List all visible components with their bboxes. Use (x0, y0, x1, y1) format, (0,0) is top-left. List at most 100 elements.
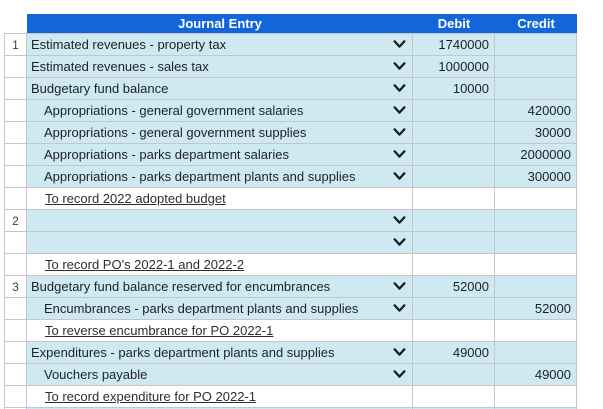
account-select[interactable]: Appropriations - parks department salari… (27, 144, 413, 166)
account-select[interactable]: Appropriations - general government supp… (27, 122, 413, 144)
memo-text: To record expenditure for PO 2022-1 (45, 389, 257, 404)
credit-cell-empty[interactable] (495, 320, 577, 342)
row-number (4, 144, 27, 166)
chevron-down-icon[interactable] (393, 106, 406, 115)
debit-cell-empty[interactable] (413, 188, 495, 210)
chevron-down-icon[interactable] (393, 282, 406, 291)
account-label: Estimated revenues - property tax (31, 37, 227, 52)
credit-input[interactable]: 2000000 (495, 144, 577, 166)
row-number (4, 122, 27, 144)
memo-cell: To record PO's 2022-1 and 2022-2 (27, 254, 413, 276)
table-header-row: Journal Entry Debit Credit (4, 14, 577, 33)
row-number: 2 (4, 210, 27, 232)
debit-cell-empty[interactable] (413, 320, 495, 342)
journal-row: Estimated revenues - sales tax 1000000 (4, 56, 577, 78)
account-label: Appropriations - general government sala… (44, 103, 304, 118)
debit-cell-empty[interactable] (413, 254, 495, 276)
account-select[interactable]: Estimated revenues - sales tax (27, 56, 413, 78)
account-select[interactable]: Appropriations - parks department plants… (27, 166, 413, 188)
debit-input[interactable]: 1740000 (413, 34, 495, 56)
row-number (4, 166, 27, 188)
debit-input[interactable] (413, 210, 495, 232)
account-label: Vouchers payable (44, 367, 148, 382)
chevron-down-icon[interactable] (393, 348, 406, 357)
debit-input[interactable] (413, 144, 495, 166)
credit-input[interactable]: 30000 (495, 122, 577, 144)
account-select[interactable]: Expenditures - parks department plants a… (27, 342, 413, 364)
account-label: Appropriations - parks department plants… (44, 169, 356, 184)
debit-input[interactable]: 52000 (413, 276, 495, 298)
row-number (4, 254, 27, 276)
chevron-down-icon[interactable] (393, 370, 406, 379)
journal-row: 2 (4, 210, 577, 232)
row-number: 3 (4, 276, 27, 298)
credit-input[interactable] (495, 342, 577, 364)
credit-input[interactable] (495, 56, 577, 78)
account-label: Encumbrances - parks department plants a… (44, 301, 359, 316)
journal-row: Appropriations - parks department salari… (4, 144, 577, 166)
debit-input[interactable] (413, 100, 495, 122)
chevron-down-icon[interactable] (393, 238, 406, 247)
account-select[interactable] (27, 232, 413, 254)
memo-cell: To record expenditure for PO 2022-1 (27, 386, 413, 408)
memo-row: To record 2022 adopted budget (4, 188, 577, 210)
chevron-down-icon[interactable] (393, 216, 406, 225)
journal-entry-table: Journal Entry Debit Credit 1 Estimated r… (4, 14, 577, 409)
row-number (4, 56, 27, 78)
row-number: 1 (4, 34, 27, 56)
credit-cell-empty[interactable] (495, 188, 577, 210)
account-select[interactable]: Appropriations - general government sala… (27, 100, 413, 122)
chevron-down-icon[interactable] (393, 84, 406, 93)
chevron-down-icon[interactable] (393, 40, 406, 49)
account-select[interactable]: Budgetary fund balance (27, 78, 413, 100)
row-number (4, 188, 27, 210)
row-number (4, 298, 27, 320)
row-number (4, 100, 27, 122)
credit-input[interactable] (495, 232, 577, 254)
debit-input[interactable] (413, 122, 495, 144)
chevron-down-icon[interactable] (393, 62, 406, 71)
credit-input[interactable]: 52000 (495, 298, 577, 320)
memo-row: To record PO's 2022-1 and 2022-2 (4, 254, 577, 276)
debit-input[interactable] (413, 298, 495, 320)
row-number (4, 342, 27, 364)
credit-input[interactable] (495, 210, 577, 232)
credit-input[interactable]: 300000 (495, 166, 577, 188)
journal-row: 3 Budgetary fund balance reserved for en… (4, 276, 577, 298)
row-number (4, 78, 27, 100)
credit-input[interactable] (495, 78, 577, 100)
debit-input[interactable] (413, 232, 495, 254)
account-label: Appropriations - parks department salari… (44, 147, 289, 162)
memo-text: To reverse encumbrance for PO 2022-1 (45, 323, 274, 338)
account-select[interactable]: Vouchers payable (27, 364, 413, 386)
account-label: Appropriations - general government supp… (44, 125, 307, 140)
chevron-down-icon[interactable] (393, 172, 406, 181)
debit-input[interactable]: 49000 (413, 342, 495, 364)
journal-row: Appropriations - general government supp… (4, 122, 577, 144)
debit-input[interactable]: 1000000 (413, 56, 495, 78)
credit-input[interactable] (495, 34, 577, 56)
debit-cell-empty[interactable] (413, 386, 495, 408)
chevron-down-icon[interactable] (393, 304, 406, 313)
account-select[interactable]: Estimated revenues - property tax (27, 34, 413, 56)
row-number (4, 320, 27, 342)
chevron-down-icon[interactable] (393, 150, 406, 159)
credit-input[interactable]: 420000 (495, 100, 577, 122)
credit-input[interactable]: 49000 (495, 364, 577, 386)
account-select[interactable]: Budgetary fund balance reserved for encu… (27, 276, 413, 298)
debit-input[interactable]: 10000 (413, 78, 495, 100)
memo-row: To record expenditure for PO 2022-1 (4, 386, 577, 408)
credit-input[interactable] (495, 276, 577, 298)
row-number (4, 386, 27, 408)
account-select[interactable]: Encumbrances - parks department plants a… (27, 298, 413, 320)
debit-column-header: Debit (413, 14, 495, 33)
debit-input[interactable] (413, 364, 495, 386)
chevron-down-icon[interactable] (393, 128, 406, 137)
credit-cell-empty[interactable] (495, 254, 577, 276)
credit-column-header: Credit (495, 14, 577, 33)
debit-input[interactable] (413, 166, 495, 188)
journal-row (4, 232, 577, 254)
account-select[interactable] (27, 210, 413, 232)
credit-cell-empty[interactable] (495, 386, 577, 408)
